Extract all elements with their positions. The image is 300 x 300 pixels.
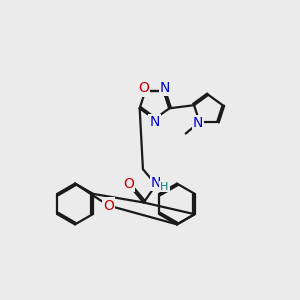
Text: O: O bbox=[123, 177, 134, 191]
Text: H: H bbox=[160, 182, 169, 192]
Text: N: N bbox=[149, 115, 160, 129]
Text: N: N bbox=[193, 116, 203, 130]
Text: N: N bbox=[151, 176, 161, 190]
Text: O: O bbox=[103, 199, 114, 212]
Text: N: N bbox=[160, 81, 170, 95]
Text: O: O bbox=[138, 82, 149, 95]
